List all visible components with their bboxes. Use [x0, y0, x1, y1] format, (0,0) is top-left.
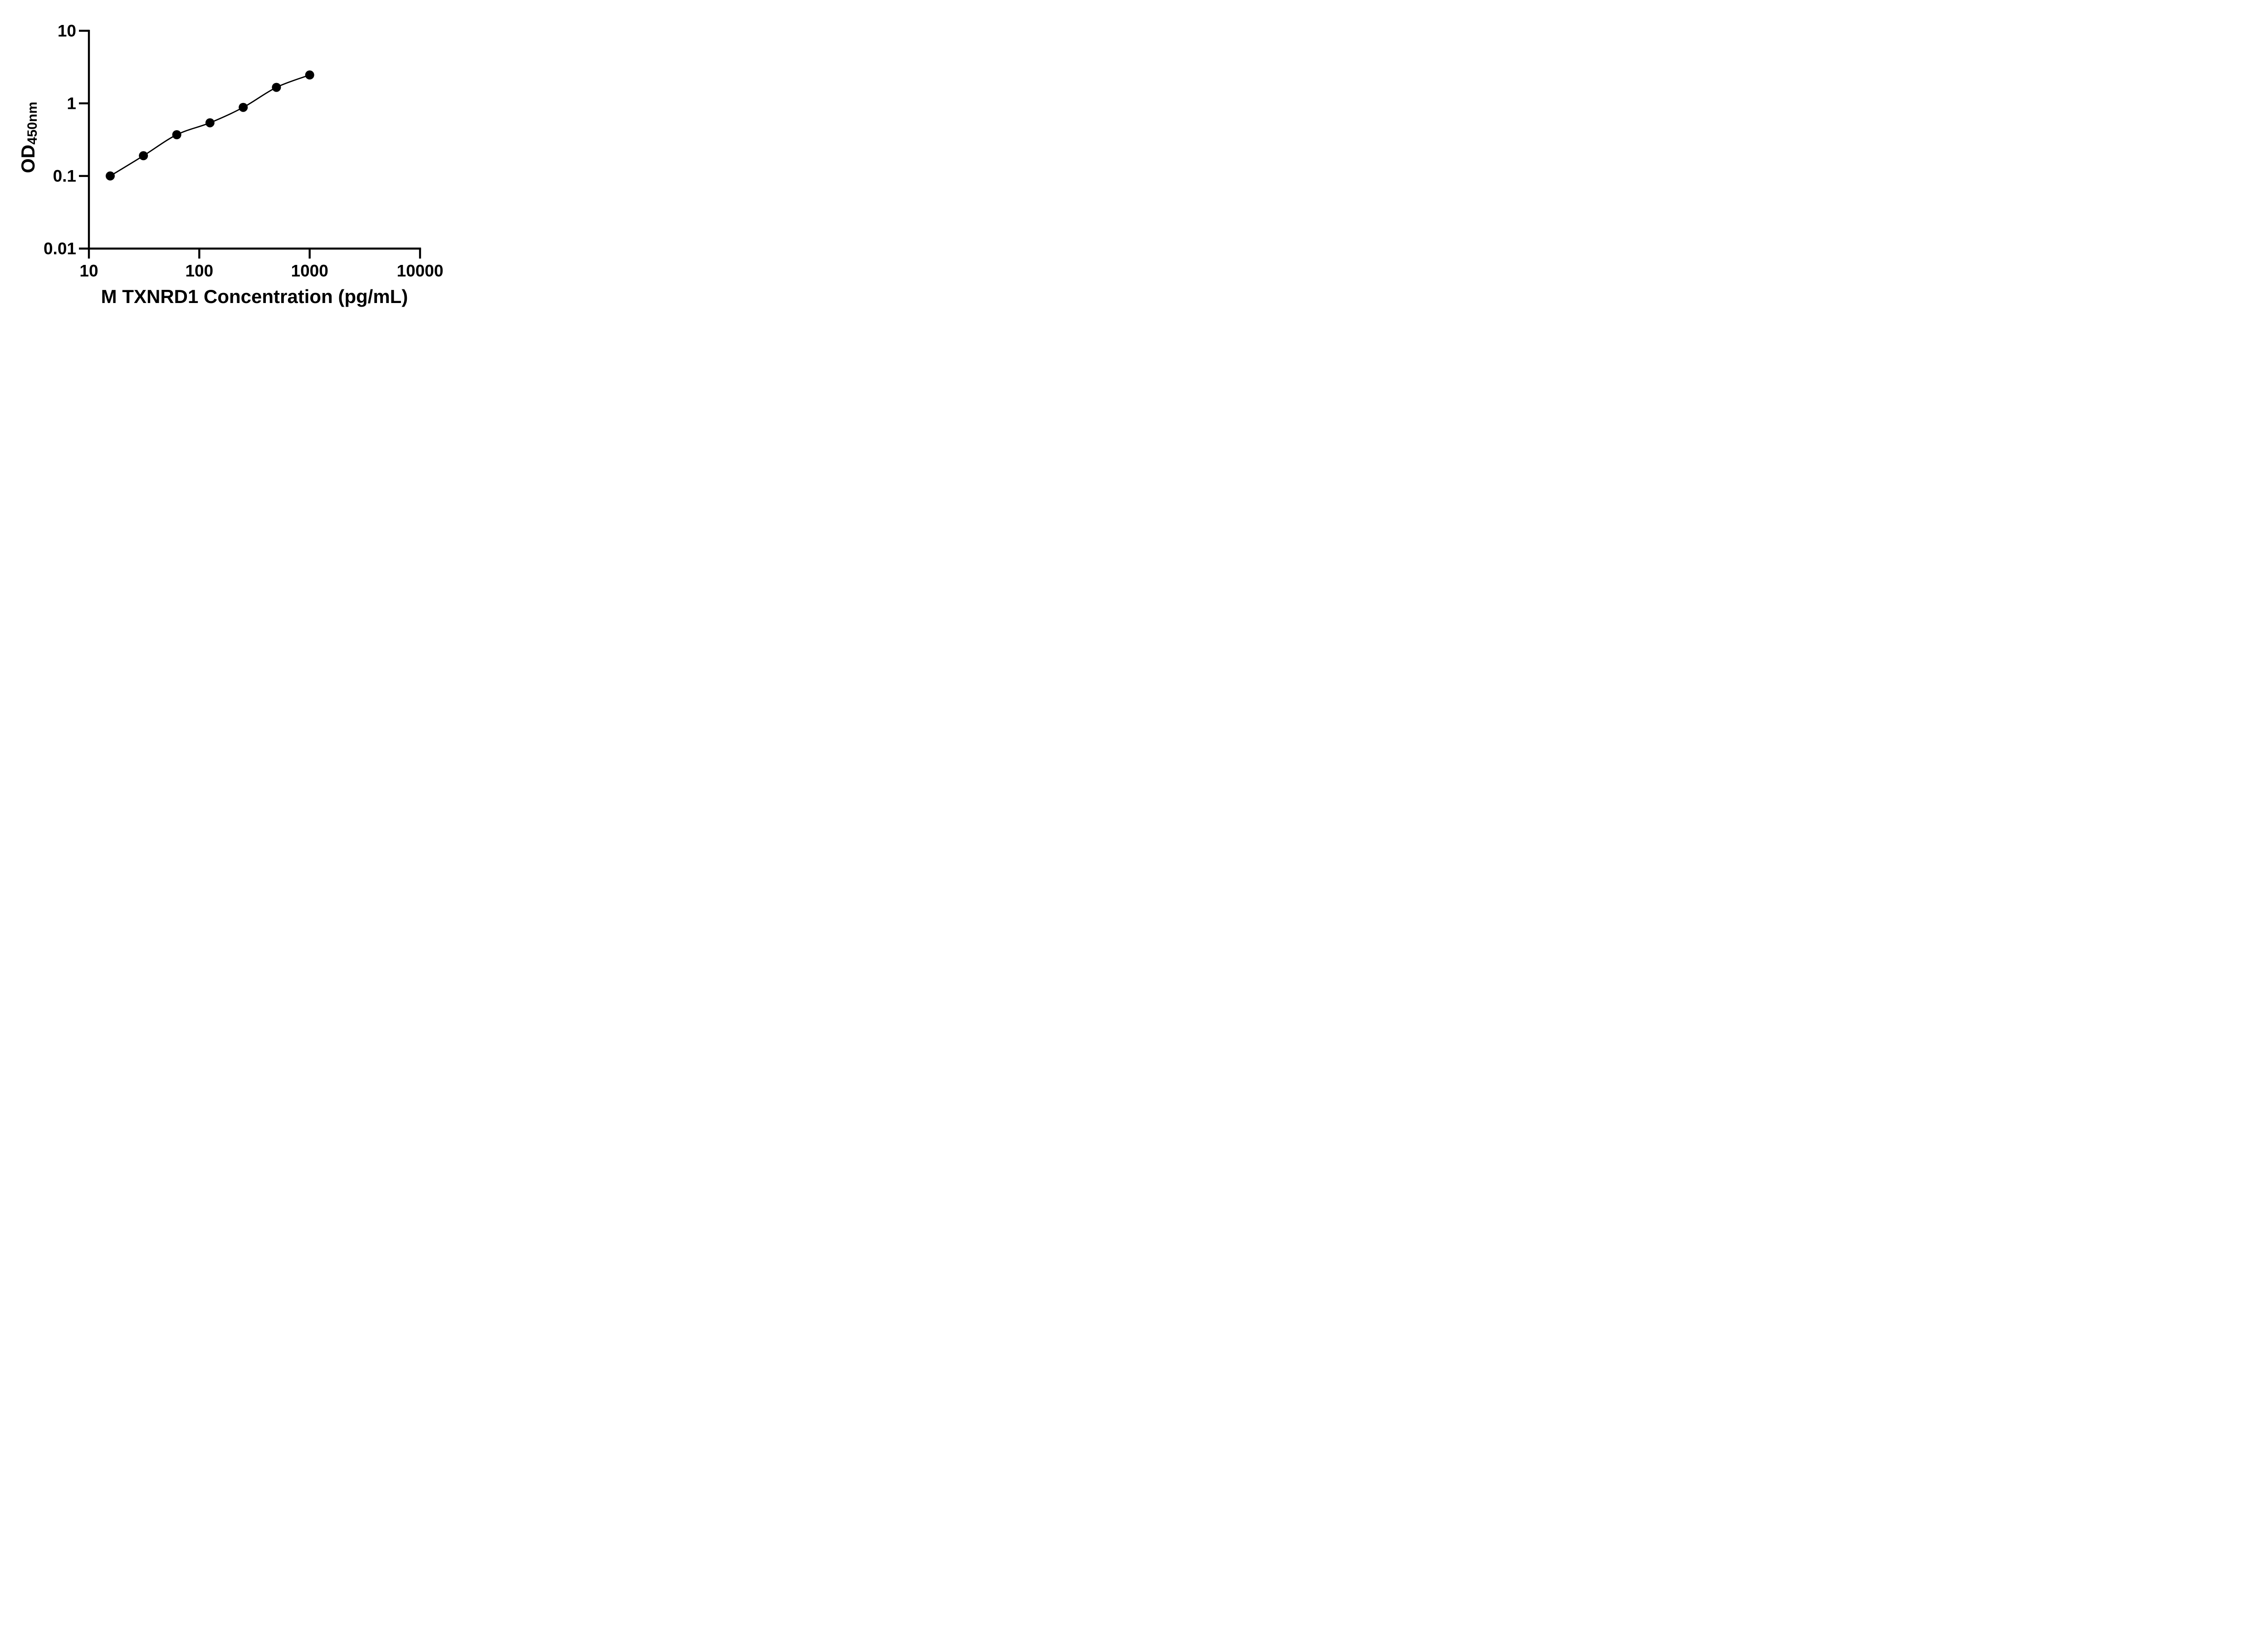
x-tick-label-1000: 1000: [291, 262, 328, 280]
data-point-marker-2: [172, 130, 181, 139]
standard-curve-figure: 10 1 0.1 0.01 10 100 1000 10000 OD450nm M TXNRD…: [0, 0, 465, 327]
x-axis-title: M TXNRD1 Concentration (pg/mL): [101, 286, 408, 307]
data-point-marker-0: [106, 171, 115, 181]
y-axis-title-main: OD: [17, 144, 39, 173]
y-axis-title: OD450nm: [17, 102, 40, 173]
data-point-marker-6: [305, 70, 314, 80]
y-tick-label-10: 10: [58, 21, 76, 40]
data-point-marker-3: [205, 118, 215, 127]
data-point-marker-5: [272, 83, 281, 92]
y-tick-label-1: 1: [67, 94, 76, 112]
y-tick-label-0.1: 0.1: [53, 166, 76, 185]
data-point-marker-4: [239, 103, 248, 112]
x-tick-label-10000: 10000: [397, 262, 444, 280]
y-axis-title-subscript: 450nm: [25, 102, 40, 145]
y-tick-label-0.01: 0.01: [44, 240, 76, 258]
data-point-marker-1: [139, 151, 148, 161]
x-tick-label-10: 10: [79, 262, 98, 280]
x-tick-label-100: 100: [185, 262, 213, 280]
